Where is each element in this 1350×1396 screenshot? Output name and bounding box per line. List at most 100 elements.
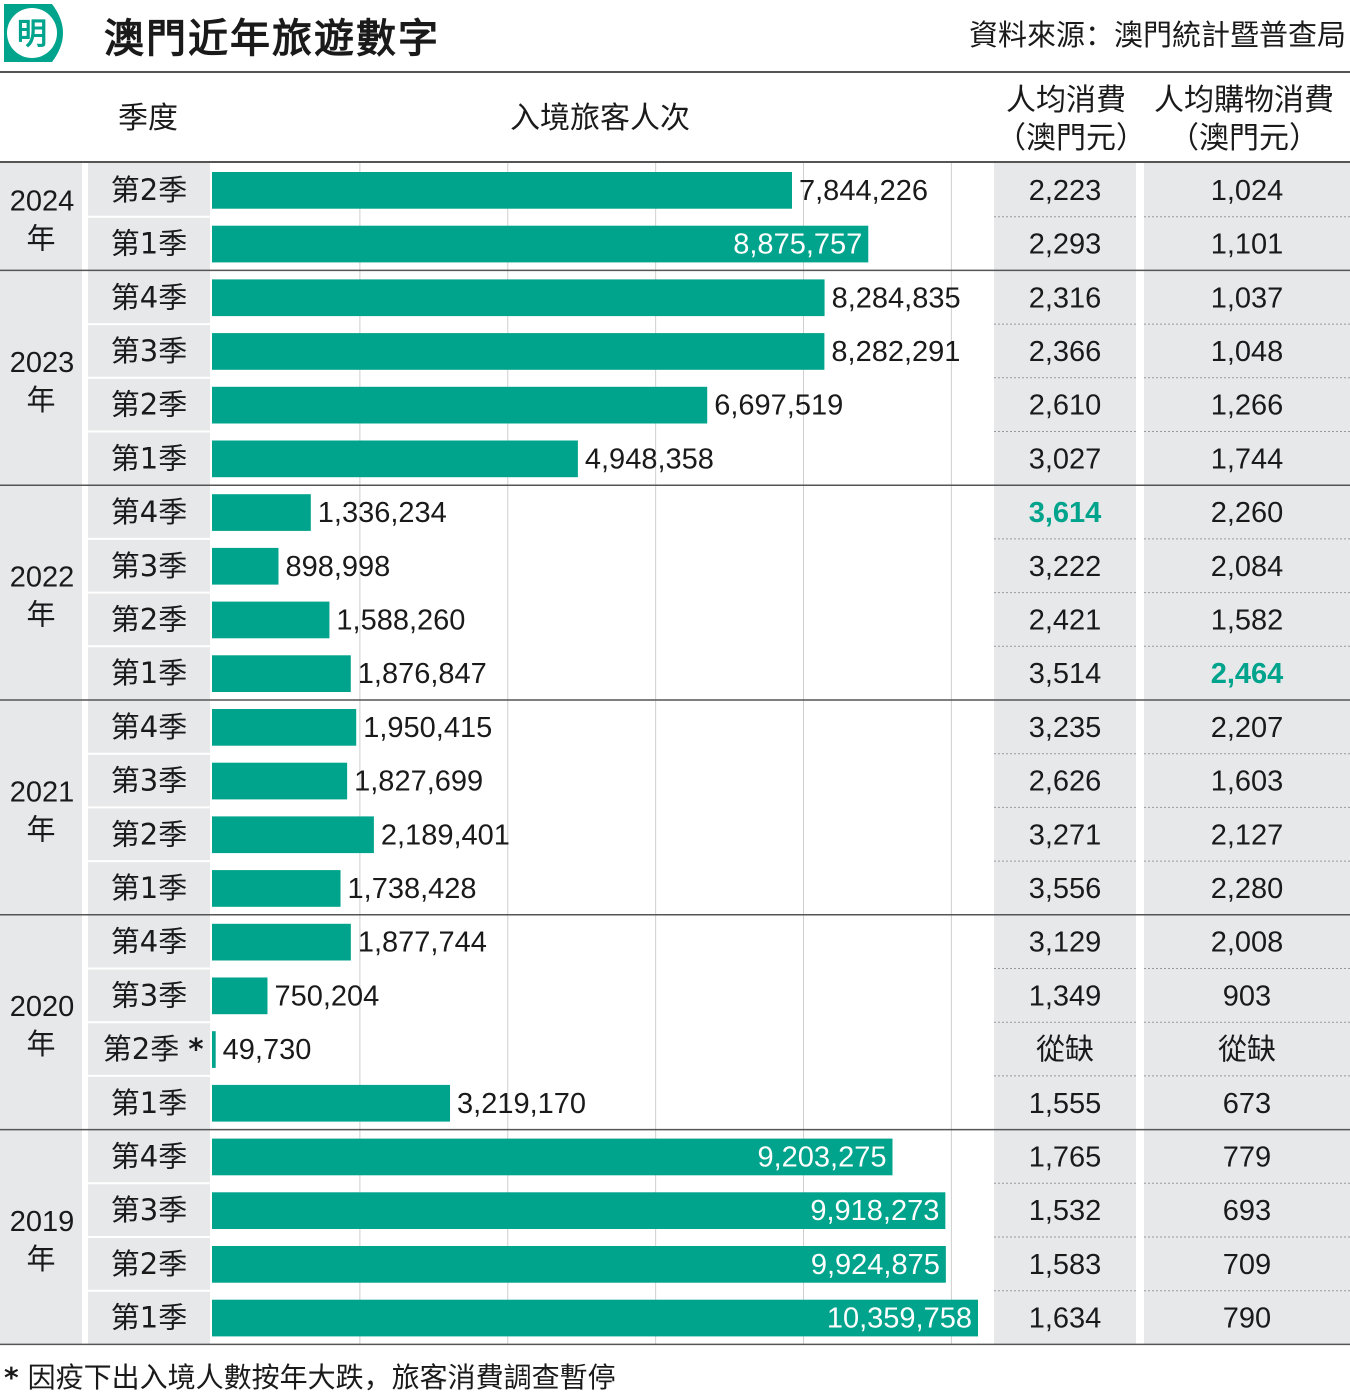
column-header-spend-line2: （澳門元） — [996, 121, 1146, 156]
column-header-visitors: 入境旅客人次 — [510, 101, 690, 136]
column-header-quarter: 季度 — [118, 101, 178, 136]
visitor-value-label: 1,738,428 — [348, 873, 477, 905]
visitor-value-label: 2,189,401 — [381, 819, 510, 851]
shopping-value: 673 — [1223, 1088, 1271, 1120]
visitor-value-label: 4,948,358 — [585, 443, 714, 475]
visitor-value-label: 7,844,226 — [799, 175, 928, 207]
visitor-bar — [212, 1246, 946, 1283]
shopping-value: 2,260 — [1211, 497, 1284, 529]
visitor-bar — [212, 1138, 893, 1176]
visitor-value-label: 1,876,847 — [358, 658, 487, 690]
shopping-value: 1,037 — [1211, 282, 1284, 314]
quarter-label: 第1季 — [111, 1086, 187, 1120]
visitor-bar — [212, 547, 279, 585]
visitor-value-label: 3,219,170 — [457, 1088, 586, 1120]
quarter-label: 第3季 — [111, 978, 187, 1012]
quarter-label: 第1季 — [111, 871, 187, 905]
shopping-value: 1,603 — [1211, 766, 1284, 798]
spend-value: 1,532 — [1029, 1195, 1102, 1227]
year-band-column — [0, 163, 82, 1345]
spend-value: 從缺 — [1036, 1033, 1094, 1066]
visitor-value-label: 49,730 — [223, 1034, 312, 1066]
visitor-bar — [212, 333, 825, 370]
source-note: 資料來源：澳門統計暨普查局 — [968, 18, 1346, 52]
visitor-bar — [212, 1031, 216, 1068]
spend-value: 1,555 — [1029, 1088, 1102, 1120]
quarter-label: 第2季 — [103, 1032, 179, 1066]
quarter-label: 第3季 — [111, 549, 187, 583]
visitor-bar — [212, 494, 311, 531]
quarter-label: 第2季 — [111, 388, 187, 422]
logo-glyph: 明 — [17, 17, 47, 52]
shopping-value: 1,048 — [1211, 336, 1284, 368]
year-suffix: 年 — [26, 812, 55, 846]
visitor-bar — [212, 1299, 978, 1337]
quarter-label: 第4季 — [111, 710, 187, 744]
shopping-value: 1,266 — [1211, 390, 1284, 422]
shopping-value: 2,280 — [1211, 873, 1284, 905]
year-suffix: 年 — [26, 1242, 55, 1276]
quarter-label: 第1季 — [111, 441, 187, 475]
visitor-value-label: 9,918,273 — [810, 1195, 939, 1227]
visitor-bar — [212, 601, 330, 639]
year-label: 2019 — [10, 1206, 75, 1238]
shopping-value: 790 — [1223, 1303, 1271, 1335]
shopping-value: 1,101 — [1211, 229, 1284, 261]
spend-value: 3,129 — [1029, 927, 1102, 959]
visitor-bar — [212, 870, 341, 907]
spend-value: 1,765 — [1029, 1141, 1102, 1173]
visitor-bar — [212, 440, 578, 478]
visitor-value-label: 1,336,234 — [318, 497, 447, 529]
visitor-bar — [212, 1192, 946, 1229]
quarter-label: 第4季 — [111, 1139, 187, 1173]
visitor-value-label: 10,359,758 — [827, 1303, 972, 1335]
visitor-value-label: 9,924,875 — [811, 1249, 940, 1281]
visitor-value-label: 6,697,519 — [714, 390, 843, 422]
year-suffix: 年 — [26, 1027, 55, 1061]
visitor-bar — [212, 655, 351, 692]
year-suffix: 年 — [26, 598, 55, 632]
spend-value: 3,556 — [1029, 873, 1102, 905]
spend-value: 3,514 — [1029, 658, 1102, 690]
spend-value: 3,271 — [1029, 819, 1102, 851]
shopping-value: 2,084 — [1211, 551, 1284, 583]
footnote-marker: * — [188, 1032, 203, 1066]
footnote: * 因疫下出入境人數按年大跌，旅客消費調查暫停 — [4, 1356, 616, 1396]
quarter-label: 第1季 — [111, 1301, 187, 1335]
spend-value: 3,222 — [1029, 551, 1102, 583]
visitor-bar — [212, 225, 869, 263]
spend-value: 2,293 — [1029, 229, 1102, 261]
year-label: 2020 — [10, 991, 75, 1023]
column-header-shopping-line2: （澳門元） — [1169, 121, 1319, 156]
shopping-value: 693 — [1223, 1195, 1271, 1227]
year-suffix: 年 — [26, 383, 55, 417]
spend-column — [994, 163, 1136, 1345]
quarter-label: 第4季 — [111, 925, 187, 959]
shopping-value: 1,024 — [1211, 175, 1284, 207]
visitor-value-label: 1,877,744 — [358, 927, 487, 959]
spend-value: 1,634 — [1029, 1303, 1102, 1335]
column-header-spend: 人均消費 （澳門元） — [996, 82, 1146, 158]
page-title: 澳門近年旅遊數字 — [104, 16, 440, 62]
spend-value: 1,349 — [1029, 980, 1102, 1012]
quarter-label: 第3季 — [111, 334, 187, 368]
visitor-value-label: 1,588,260 — [336, 604, 465, 636]
quarter-label: 第4季 — [111, 280, 187, 314]
visitor-bar — [212, 923, 351, 961]
header-rule — [0, 71, 1350, 73]
quarter-label: 第1季 — [111, 227, 187, 261]
quarter-label: 第4季 — [111, 495, 187, 529]
visitor-value-label: 9,203,275 — [757, 1141, 886, 1173]
shopping-value: 709 — [1223, 1249, 1271, 1281]
year-label: 2021 — [10, 776, 75, 808]
visitor-value-label: 898,998 — [285, 551, 390, 583]
spend-value: 2,366 — [1029, 336, 1102, 368]
quarter-label: 第2季 — [111, 1247, 187, 1281]
shopping-value: 2,127 — [1211, 819, 1284, 851]
quarter-label: 第3季 — [111, 764, 187, 798]
visitor-value-label: 1,827,699 — [354, 766, 483, 798]
shopping-value: 從缺 — [1218, 1033, 1276, 1066]
spend-value: 3,235 — [1029, 712, 1102, 744]
visitor-value-label: 750,204 — [274, 980, 379, 1012]
